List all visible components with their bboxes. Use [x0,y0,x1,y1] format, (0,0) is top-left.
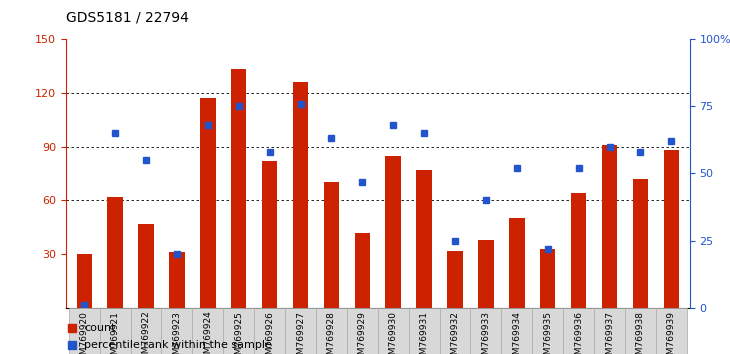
Text: GSM769927: GSM769927 [296,311,305,354]
Bar [262,161,277,308]
Text: GSM769937: GSM769937 [605,311,614,354]
FancyBboxPatch shape [254,308,285,354]
FancyBboxPatch shape [131,308,161,354]
Bar [138,224,154,308]
FancyBboxPatch shape [223,308,254,354]
FancyBboxPatch shape [563,308,594,354]
Text: GSM769938: GSM769938 [636,311,645,354]
Bar [323,182,339,308]
Bar [540,249,556,308]
Text: GSM769935: GSM769935 [543,311,552,354]
FancyBboxPatch shape [502,308,532,354]
FancyBboxPatch shape [656,308,687,354]
Text: percentile rank within the sample: percentile rank within the sample [85,340,272,350]
FancyBboxPatch shape [439,308,470,354]
Bar [355,233,370,308]
FancyBboxPatch shape [193,308,223,354]
Text: GDS5181 / 22794: GDS5181 / 22794 [66,11,188,25]
Bar [200,98,215,308]
Bar [293,82,308,308]
Bar [633,179,648,308]
Text: GSM769922: GSM769922 [142,311,150,354]
Text: GSM769920: GSM769920 [80,311,89,354]
Text: GSM769934: GSM769934 [512,311,521,354]
Text: GSM769936: GSM769936 [574,311,583,354]
Bar [169,252,185,308]
Bar [231,69,247,308]
Bar [416,170,432,308]
Text: GSM769925: GSM769925 [234,311,243,354]
FancyBboxPatch shape [347,308,377,354]
Bar [447,251,463,308]
Bar [602,145,618,308]
Text: GSM769926: GSM769926 [265,311,274,354]
Text: count: count [85,322,116,332]
FancyBboxPatch shape [594,308,625,354]
Text: GSM769923: GSM769923 [172,311,182,354]
Text: GSM769931: GSM769931 [420,311,429,354]
Text: GSM769929: GSM769929 [358,311,367,354]
Bar [385,155,401,308]
Bar [107,197,123,308]
Bar [571,193,586,308]
FancyBboxPatch shape [161,308,193,354]
FancyBboxPatch shape [409,308,439,354]
Text: GSM769939: GSM769939 [666,311,676,354]
FancyBboxPatch shape [377,308,409,354]
FancyBboxPatch shape [69,308,100,354]
Text: GSM769933: GSM769933 [481,311,491,354]
FancyBboxPatch shape [285,308,316,354]
FancyBboxPatch shape [100,308,131,354]
Text: GSM769921: GSM769921 [111,311,120,354]
Bar [478,240,493,308]
FancyBboxPatch shape [532,308,563,354]
FancyBboxPatch shape [625,308,656,354]
Text: GSM769930: GSM769930 [388,311,398,354]
FancyBboxPatch shape [316,308,347,354]
Bar [664,150,679,308]
Text: GSM769924: GSM769924 [204,311,212,354]
FancyBboxPatch shape [470,308,502,354]
Bar [509,218,525,308]
Text: GSM769928: GSM769928 [327,311,336,354]
Bar [77,254,92,308]
Text: GSM769932: GSM769932 [450,311,459,354]
